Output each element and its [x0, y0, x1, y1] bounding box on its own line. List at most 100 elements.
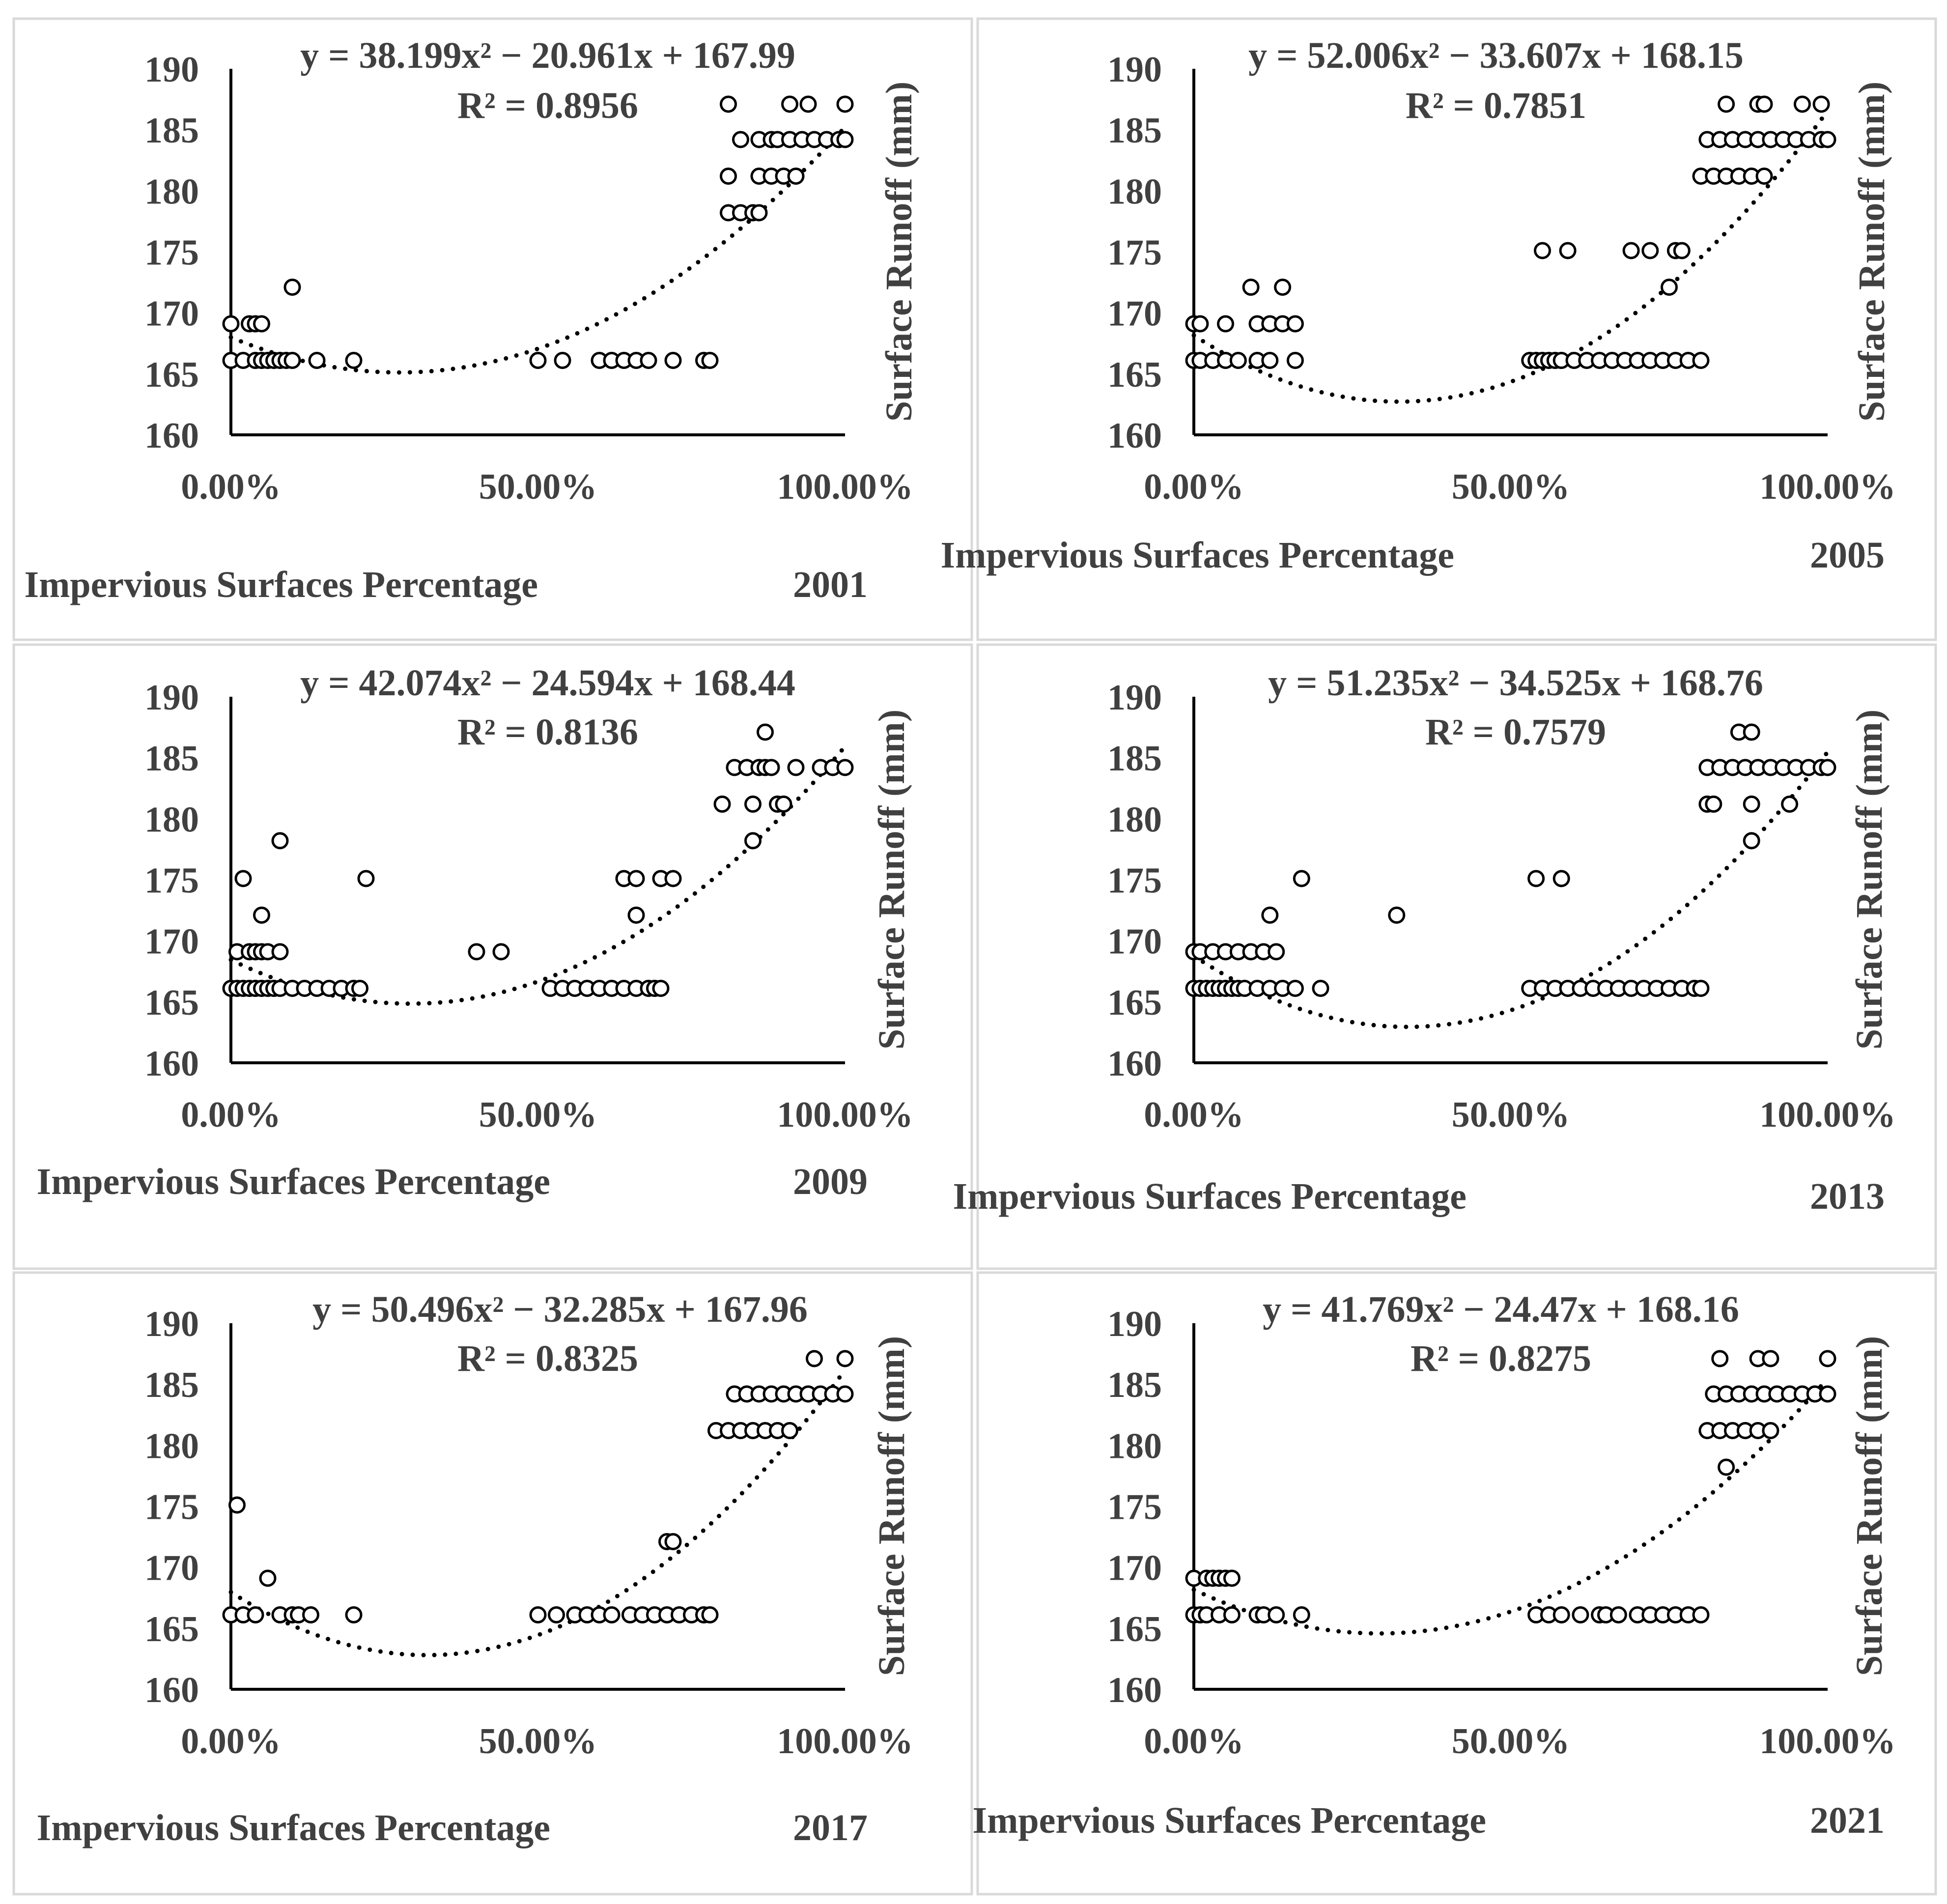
- panel-border: [12, 17, 973, 641]
- x-axis-label: Impervious Surfaces Percentage: [37, 1161, 550, 1202]
- y-tick-label: 165: [1107, 983, 1162, 1023]
- x-tick-label: 100.00%: [1759, 467, 1896, 507]
- trendline: [228, 1367, 847, 1658]
- data-point: [1527, 870, 1545, 887]
- y-axis-label: Surface Runoff (mm): [871, 710, 912, 1050]
- data-point: [351, 980, 368, 997]
- data-point: [1692, 352, 1710, 369]
- y-axis-label: Surface Runoff (mm): [871, 1336, 912, 1676]
- data-point: [1819, 1385, 1836, 1403]
- data-point: [302, 1606, 319, 1624]
- data-point: [787, 168, 805, 185]
- data-point: [806, 1350, 823, 1367]
- chart-panel-2001: 190 185 180 175 170 165 160 0.00% 50.00% 100.00% y…: [12, 17, 973, 641]
- data-point: [253, 907, 270, 924]
- data-point: [781, 95, 798, 113]
- data-point: [222, 315, 240, 333]
- y-tick-label: 190: [144, 678, 199, 718]
- data-point: [1552, 1606, 1570, 1624]
- panel-border: [976, 643, 1937, 1270]
- y-tick-label: 185: [144, 111, 199, 151]
- data-point: [1755, 168, 1773, 185]
- data-point: [836, 1350, 854, 1367]
- data-point: [701, 352, 719, 369]
- y-tick-label: 165: [144, 355, 199, 395]
- r-squared: R² = 0.8956: [457, 85, 638, 126]
- data-point: [1223, 1606, 1241, 1624]
- panel-border: [976, 17, 1937, 641]
- trend-equation: y = 51.235x² − 34.525x + 168.76: [1268, 662, 1763, 704]
- data-point: [781, 1422, 798, 1440]
- data-point: [640, 352, 657, 369]
- data-point: [308, 352, 326, 369]
- x-tick-label: 0.00%: [1144, 1095, 1244, 1135]
- data-point: [664, 870, 682, 887]
- data-point: [468, 943, 485, 961]
- data-point: [1229, 352, 1247, 369]
- trendline: [1191, 1376, 1830, 1636]
- y-tick-label: 180: [1107, 1426, 1162, 1466]
- year-label: 2005: [1810, 535, 1885, 576]
- y-tick-label: 175: [144, 861, 199, 901]
- data-point: [228, 1496, 246, 1514]
- data-point: [1388, 907, 1406, 924]
- data-point: [492, 943, 510, 961]
- y-tick-label: 170: [1107, 922, 1162, 962]
- data-point: [750, 204, 768, 222]
- y-tick-label: 165: [1107, 355, 1162, 395]
- data-point: [283, 352, 301, 369]
- trendline: [1191, 109, 1830, 404]
- year-label: 2009: [793, 1161, 868, 1202]
- data-point: [529, 352, 547, 369]
- data-point: [1559, 242, 1577, 259]
- x-tick-label: 100.00%: [777, 1095, 913, 1135]
- data-point: [554, 352, 571, 369]
- y-tick-label: 175: [1107, 1487, 1162, 1528]
- x-tick-label: 0.00%: [181, 1095, 281, 1135]
- data-point: [762, 759, 780, 776]
- data-point: [1755, 95, 1773, 113]
- x-axis-label: Impervious Surfaces Percentage: [25, 564, 538, 605]
- data-point: [271, 832, 289, 850]
- data-point: [259, 1569, 277, 1587]
- year-label: 2001: [793, 564, 868, 605]
- data-point: [1293, 870, 1310, 887]
- x-tick-label: 100.00%: [777, 467, 913, 507]
- data-point: [1692, 1606, 1710, 1624]
- trend-equation: y = 38.199x² − 20.961x + 167.99: [300, 35, 795, 76]
- y-tick-label: 180: [144, 799, 199, 840]
- data-point: [1718, 1458, 1735, 1476]
- x-tick-label: 50.00%: [479, 467, 597, 507]
- y-tick-label: 165: [1107, 1609, 1162, 1649]
- data-point: [253, 315, 270, 333]
- data-point: [757, 723, 774, 741]
- data-point: [1286, 315, 1304, 333]
- data-point: [1268, 1606, 1285, 1624]
- data-point: [652, 980, 670, 997]
- data-point: [1312, 980, 1329, 997]
- y-tick-label: 160: [144, 1044, 199, 1084]
- data-point: [1191, 315, 1209, 333]
- x-tick-label: 50.00%: [1452, 1095, 1570, 1135]
- x-tick-label: 0.00%: [181, 467, 281, 507]
- data-point: [1552, 870, 1570, 887]
- y-tick-label: 190: [1107, 50, 1162, 90]
- data-point: [664, 352, 682, 369]
- panel-border: [12, 643, 973, 1270]
- data-point: [1781, 796, 1799, 813]
- x-axis-label: Impervious Surfaces Percentage: [953, 1176, 1467, 1217]
- panel-border: [976, 1271, 1937, 1896]
- x-tick-label: 50.00%: [479, 1095, 597, 1135]
- y-tick-label: 185: [1107, 111, 1162, 151]
- year-label: 2013: [1810, 1176, 1885, 1217]
- data-point: [548, 1606, 565, 1624]
- data-point: [234, 870, 252, 887]
- data-point: [1711, 1350, 1729, 1367]
- y-tick-label: 160: [1107, 1670, 1162, 1710]
- y-tick-label: 185: [144, 739, 199, 779]
- x-axis-label: Impervious Surfaces Percentage: [973, 1800, 1486, 1841]
- data-point: [627, 907, 645, 924]
- y-tick-label: 190: [1107, 1304, 1162, 1344]
- x-tick-label: 50.00%: [479, 1721, 597, 1762]
- trend-equation: y = 50.496x² − 32.285x + 167.96: [312, 1289, 808, 1330]
